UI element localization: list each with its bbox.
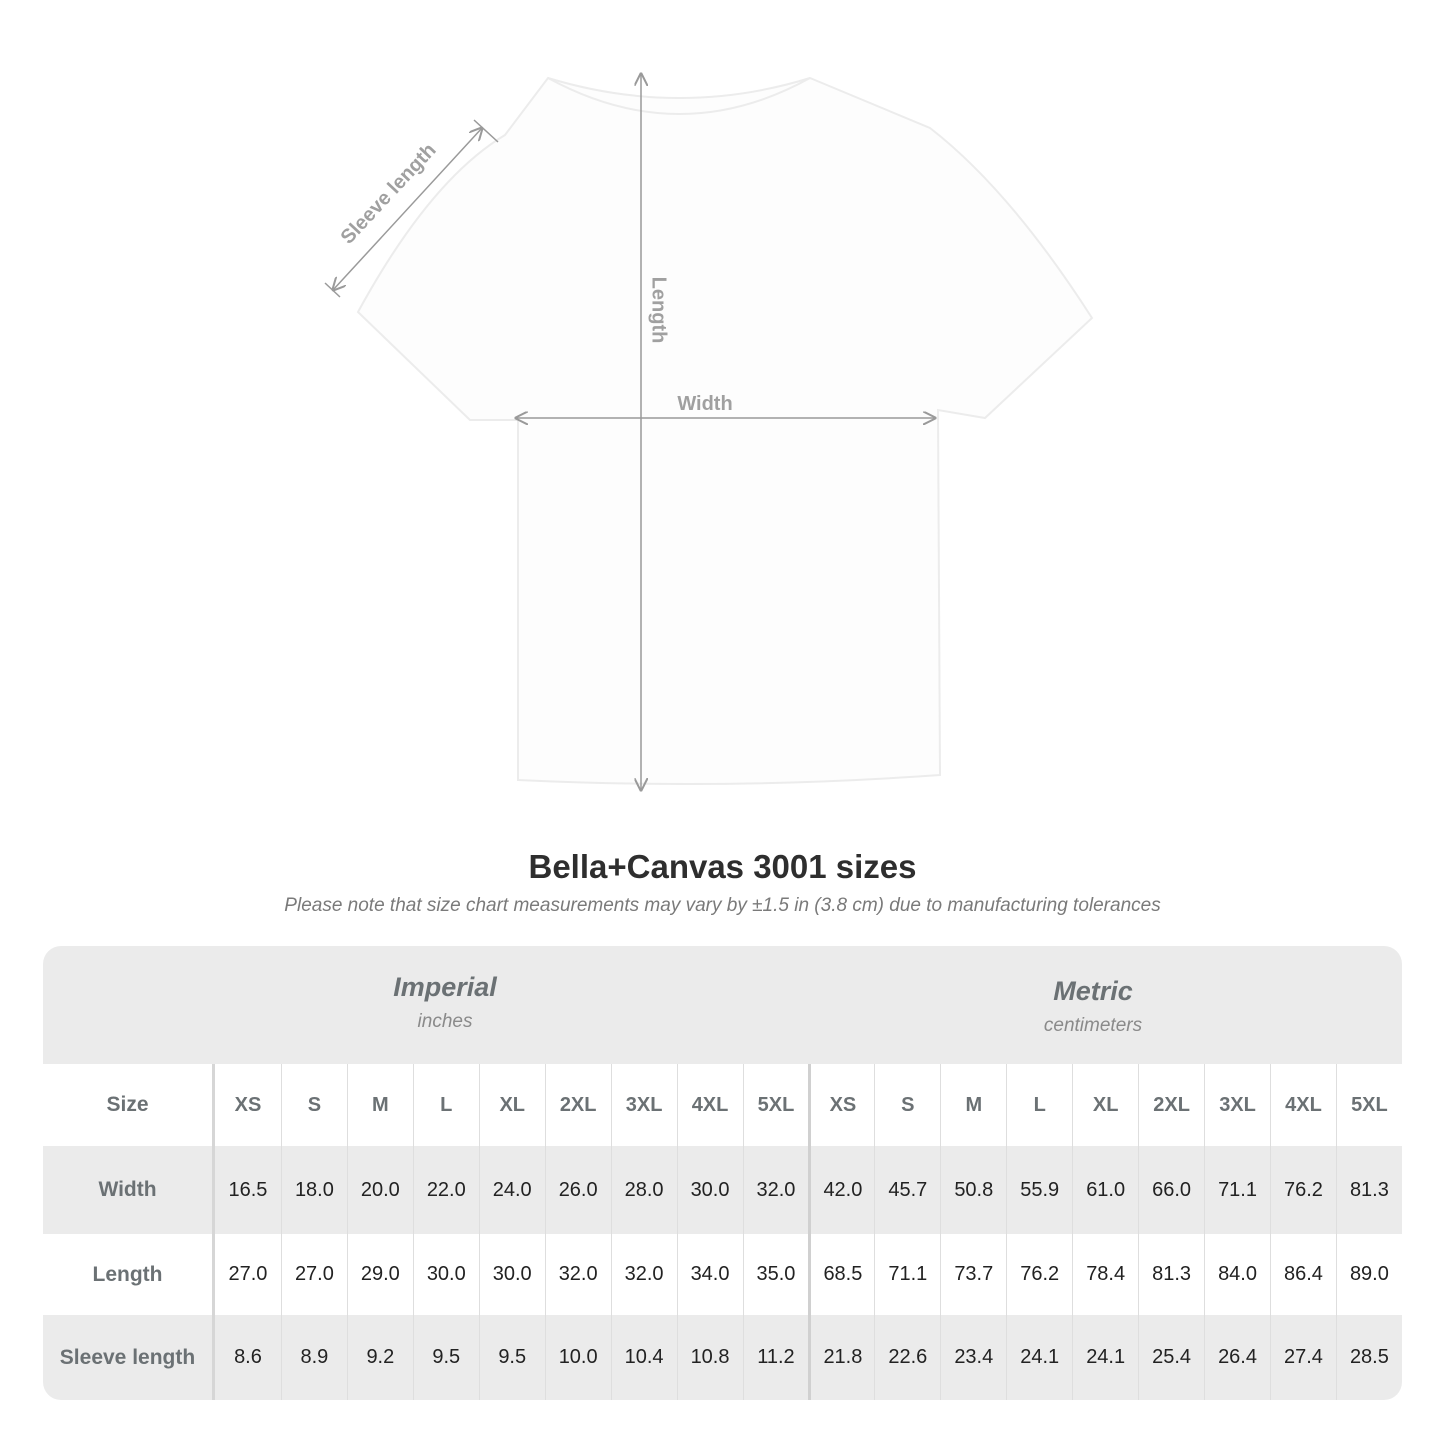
value-cell-metric: 89.0: [1335, 1234, 1402, 1315]
value-cell-imperial: 32.0: [742, 1146, 809, 1234]
value-cell-imperial: 10.0: [544, 1315, 611, 1400]
value-cell-imperial: 22.0: [412, 1146, 479, 1234]
value-cell-imperial: 10.8: [676, 1315, 743, 1400]
size-header-imperial: 5XL: [742, 1064, 809, 1146]
row-width: Width 16.5 18.0 20.0 22.0 24.0 26.0 28.0 30.0 32.…: [43, 1146, 1402, 1234]
size-header-metric: L: [1006, 1064, 1072, 1146]
value-cell-imperial: 28.0: [610, 1146, 677, 1234]
size-table: Imperial inches Metric centimeters Size X…: [43, 946, 1402, 1400]
tolerance-note: Please note that size chart measurements…: [284, 895, 1161, 916]
value-cell-metric: 23.4: [940, 1315, 1006, 1400]
size-header-imperial: XL: [478, 1064, 545, 1146]
tshirt-shape: [356, 76, 1094, 785]
value-cell-imperial: 11.2: [742, 1315, 809, 1400]
row-label: Width: [43, 1146, 215, 1234]
value-cell-metric: 71.1: [874, 1234, 940, 1315]
value-cell-metric: 26.4: [1204, 1315, 1270, 1400]
value-cell-metric: 45.7: [874, 1146, 940, 1234]
imperial-header: Imperial inches: [393, 972, 497, 1032]
size-header-metric: 2XL: [1138, 1064, 1204, 1146]
value-cell-metric: 24.1: [1006, 1315, 1072, 1400]
page-title: Bella+Canvas 3001 sizes: [528, 848, 917, 885]
value-cell-imperial: 32.0: [610, 1234, 677, 1315]
value-cell-metric: 76.2: [1270, 1146, 1336, 1234]
tshirt-diagram: Sleeve length Length Width: [324, 0, 1094, 830]
value-cell-imperial: 8.9: [280, 1315, 347, 1400]
value-cell-metric: 21.8: [808, 1315, 874, 1400]
value-cell-imperial: 26.0: [544, 1146, 611, 1234]
row-label: Length: [43, 1234, 215, 1315]
row-length: Length 27.0 27.0 29.0 30.0 30.0 32.0 32.0 34.0 35…: [43, 1234, 1402, 1315]
value-cell-metric: 55.9: [1006, 1146, 1072, 1234]
value-cell-imperial: 18.0: [280, 1146, 347, 1234]
size-header-imperial: L: [412, 1064, 479, 1146]
value-cell-imperial: 24.0: [478, 1146, 545, 1234]
value-cell-metric: 81.3: [1335, 1146, 1402, 1234]
sleeve-arrow: [333, 128, 482, 290]
value-cell-metric: 61.0: [1072, 1146, 1138, 1234]
row-label: Size: [43, 1064, 215, 1146]
value-cell-metric: 25.4: [1138, 1315, 1204, 1400]
value-cell-metric: 76.2: [1006, 1234, 1072, 1315]
value-cell-metric: 28.5: [1335, 1315, 1402, 1400]
value-cell-imperial: 27.0: [228, 1263, 268, 1285]
value-cell-imperial: 10.4: [610, 1315, 677, 1400]
value-cell-metric: 78.4: [1072, 1234, 1138, 1315]
size-header-metric: XS: [808, 1064, 874, 1146]
size-header-metric: 3XL: [1204, 1064, 1270, 1146]
size-header-metric: 5XL: [1335, 1064, 1402, 1146]
neckline: [547, 77, 811, 115]
value-cell-imperial: 29.0: [346, 1234, 413, 1315]
length-label: Length: [648, 277, 670, 344]
value-cell-metric: 22.6: [874, 1315, 940, 1400]
value-cell-imperial: 9.5: [478, 1315, 545, 1400]
value-cell-imperial: 16.5: [228, 1178, 268, 1201]
size-header-metric: S: [874, 1064, 940, 1146]
row-label: Sleeve length: [43, 1315, 215, 1400]
value-cell-imperial: 27.0: [280, 1234, 347, 1315]
value-cell-imperial: 35.0: [742, 1234, 809, 1315]
value-cell-metric: 86.4: [1270, 1234, 1336, 1315]
size-row: Size XS S M L XL 2XL 3XL 4XL 5XL XS S M L XL 2XL 3XL 4XL 5…: [43, 1064, 1402, 1146]
width-label: Width: [677, 393, 732, 415]
value-cell-imperial: 30.0: [478, 1234, 545, 1315]
value-cell-metric: 71.1: [1204, 1146, 1270, 1234]
value-cell-metric: 84.0: [1204, 1234, 1270, 1315]
value-cell-imperial: 8.6: [234, 1346, 262, 1368]
value-cell-metric: 42.0: [808, 1146, 874, 1234]
value-cell-imperial: 9.2: [346, 1315, 413, 1400]
size-header-imperial: 4XL: [676, 1064, 743, 1146]
value-cell-imperial: 9.5: [412, 1315, 479, 1400]
size-header-imperial: 3XL: [610, 1064, 677, 1146]
value-cell-imperial: 30.0: [676, 1146, 743, 1234]
value-cell-imperial: 30.0: [412, 1234, 479, 1315]
size-header-metric: XL: [1072, 1064, 1138, 1146]
size-header-imperial: 2XL: [544, 1064, 611, 1146]
value-cell-metric: 24.1: [1072, 1315, 1138, 1400]
metric-header: Metric centimeters: [1043, 976, 1143, 1036]
value-cell-metric: 27.4: [1270, 1315, 1336, 1400]
value-cell-metric: 73.7: [940, 1234, 1006, 1315]
size-header-imperial: XS: [234, 1093, 262, 1116]
value-cell-imperial: 20.0: [346, 1146, 413, 1234]
value-cell-metric: 50.8: [940, 1146, 1006, 1234]
value-cell-metric: 81.3: [1138, 1234, 1204, 1315]
size-header-metric: M: [940, 1064, 1006, 1146]
size-header-imperial: S: [280, 1064, 347, 1146]
size-header-metric: 4XL: [1270, 1064, 1336, 1146]
value-cell-imperial: 32.0: [544, 1234, 611, 1315]
value-cell-metric: 68.5: [808, 1234, 874, 1315]
row-sleeve-length: Sleeve length 8.6 8.9 9.2 9.5 9.5 10.0 10.4 10.8…: [43, 1315, 1402, 1400]
value-cell-imperial: 34.0: [676, 1234, 743, 1315]
size-header-imperial: M: [346, 1064, 413, 1146]
value-cell-metric: 66.0: [1138, 1146, 1204, 1234]
